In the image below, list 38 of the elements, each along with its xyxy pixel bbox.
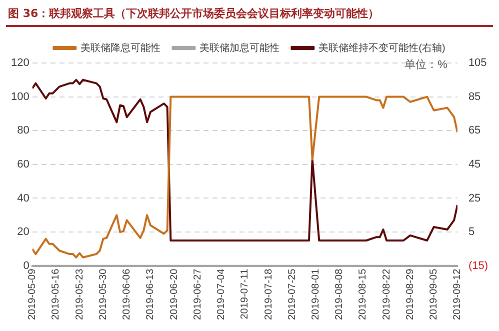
x-tick-label: 2019-06-13 (145, 268, 156, 320)
x-tick-label: 2019-07-11 (240, 268, 251, 320)
y-tick-label: 0 (23, 260, 30, 272)
x-tick-label: 2019-07-25 (286, 268, 298, 320)
legend-label: 美联储降息可能性 (80, 42, 161, 54)
x-tick-label: 2019-08-01 (310, 268, 322, 320)
legend-label: 美联储维持不变可能性(右轴) (318, 42, 446, 54)
y-tick-label: 80 (17, 124, 30, 137)
legend-label: 美联储加息可能性 (200, 42, 280, 54)
x-tick-label: 2019-06-20 (168, 268, 180, 320)
y2-tick-label: 65 (468, 124, 481, 137)
x-tick-label: 2019-09-05 (428, 268, 440, 320)
x-tick-label: 2019-05-09 (27, 268, 38, 320)
chart-title: 图 36：联邦观察工具（下次联邦公开市场委员会会议目标利率变动可能性） (7, 6, 380, 22)
x-tick-label: 2019-06-27 (192, 268, 204, 320)
y2-tick-label: 5 (468, 226, 475, 238)
y-tick-label: 20 (17, 226, 30, 238)
x-tick-label: 2019-09-12 (452, 268, 464, 320)
y-tick-label: 120 (10, 57, 30, 70)
annotation: 单位：% (404, 58, 448, 72)
y2-tick-label: 105 (468, 57, 487, 70)
y-tick-label: 100 (10, 90, 30, 103)
x-tick-label: 2019-05-30 (98, 268, 109, 320)
y2-tick-label: 85 (468, 90, 481, 103)
x-tick-label: 2019-05-23 (74, 268, 86, 320)
y2-tick-label: 45 (468, 158, 481, 170)
x-tick-label: 2019-05-16 (50, 268, 62, 320)
x-tick-label: 2019-07-04 (216, 268, 228, 320)
x-tick-label: 2019-08-15 (358, 268, 369, 320)
x-tick-label: 2019-08-22 (381, 268, 392, 320)
y2-tick-label: 25 (468, 192, 481, 204)
x-tick-label: 2019-08-08 (334, 268, 346, 320)
y-tick-label: 60 (17, 158, 30, 170)
y-tick-label: 40 (17, 192, 30, 204)
x-tick-label: 2019-08-29 (404, 268, 416, 320)
x-tick-label: 2019-06-06 (122, 268, 133, 320)
x-tick-label: 2019-07-18 (263, 268, 274, 320)
y2-tick-label: (15) (468, 260, 488, 272)
